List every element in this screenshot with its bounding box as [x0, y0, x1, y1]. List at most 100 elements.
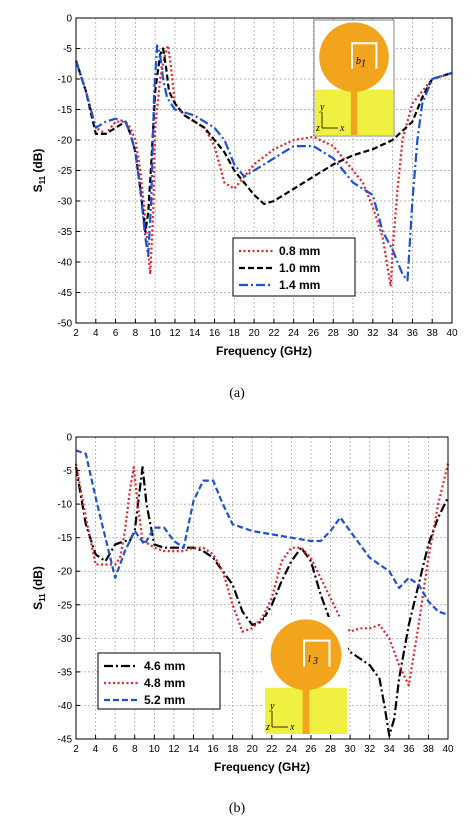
series-line-5.2-mm [75, 449, 449, 616]
circular-patch [319, 22, 389, 92]
x-tick-label: 26 [308, 328, 320, 339]
x-tick-label: 6 [112, 744, 118, 755]
y-tick-label: -20 [58, 567, 73, 578]
y-tick-label: -25 [58, 166, 73, 177]
inset-x-label: x [289, 722, 295, 733]
y-tick-label: -25 [58, 600, 73, 611]
x-tick-label: 26 [305, 744, 317, 755]
antenna-inset: l 3 yz x [264, 617, 348, 735]
x-tick-label: 12 [168, 744, 180, 755]
s11-chart-b: 2 4 6 8 10 12 14 16 18 20 22 24 26 28 30 32 34 36 38 400-5-… [31, 433, 454, 817]
x-tick-label: 32 [367, 328, 379, 339]
y-tick-label: -50 [58, 319, 73, 330]
x-tick-label: 14 [189, 328, 201, 339]
inset-y-label: y [319, 102, 325, 113]
x-tick-label: 24 [288, 328, 300, 339]
legend-label: 4.8 mm [144, 676, 185, 690]
y-tick-label: -30 [58, 197, 73, 208]
x-tick-label: 40 [442, 744, 454, 755]
legend-label: 0.8 mm [279, 244, 320, 258]
x-tick-label: 34 [384, 744, 396, 755]
x-tick-label: 2 [73, 744, 79, 755]
series-line-0.8-mm [74, 44, 453, 288]
x-tick-label: 22 [266, 744, 278, 755]
inset-y-label: y [269, 701, 275, 712]
circular-patch [270, 619, 342, 691]
x-tick-label: 22 [268, 328, 280, 339]
s11-chart-a: 2 4 6 8 10 12 14 16 18 20 22 24 26 28 30 32 34 36 38 400-5-… [31, 14, 458, 402]
inset-dimension-subscript: 3 [312, 656, 318, 667]
legend: 4.6 mm 4.8 mm 5.2 mm [97, 652, 221, 710]
x-tick-label: 8 [132, 744, 138, 755]
y-tick-label: -20 [58, 136, 73, 147]
x-tick-label: 4 [93, 744, 99, 755]
antenna-inset: b 1 yz x [313, 19, 395, 137]
y-tick-label: -45 [58, 735, 73, 746]
figure-caption: (a) [229, 386, 245, 401]
inset-dimension-label: l [308, 654, 311, 665]
y-tick-label: -45 [58, 288, 73, 299]
x-tick-label: 8 [133, 328, 139, 339]
y-tick-label: 0 [66, 433, 72, 444]
x-tick-label: 40 [446, 328, 458, 339]
x-tick-label: 16 [209, 328, 221, 339]
slot-outline [303, 639, 331, 667]
y-tick-label: 0 [66, 14, 72, 25]
y-tick-label: -40 [58, 258, 73, 269]
x-tick-label: 4 [93, 328, 99, 339]
x-tick-label: 14 [188, 744, 200, 755]
grid-lines [76, 18, 452, 323]
y-tick-label: -15 [58, 533, 73, 544]
figure-caption: (b) [229, 801, 246, 816]
x-tick-label: 16 [207, 744, 219, 755]
x-tick-label: 20 [247, 744, 259, 755]
legend-label: 5.2 mm [144, 693, 185, 707]
inset-z-label: z [315, 123, 320, 134]
legend-label: 1.0 mm [279, 261, 320, 275]
x-tick-label: 30 [347, 328, 359, 339]
x-tick-label: 38 [423, 744, 435, 755]
y-tick-label: -5 [63, 466, 72, 477]
y-tick-label: -35 [58, 227, 73, 238]
figure-panel-b: 2 4 6 8 10 12 14 16 18 20 22 24 26 28 30 32 34 36 38 40 0 -5-… [0, 415, 474, 823]
x-axis-title: Frequency (GHz) [216, 344, 312, 358]
y-tick-label: -10 [58, 500, 73, 511]
feed-line [302, 670, 310, 734]
y-tick-label: -40 [58, 701, 73, 712]
x-tick-label: 36 [407, 328, 419, 339]
legend-label: 4.6 mm [144, 659, 185, 673]
x-tick-label: 10 [150, 328, 162, 339]
series-line-4.8-mm [74, 463, 450, 687]
x-tick-label: 12 [169, 328, 181, 339]
x-tick-label: 24 [286, 744, 298, 755]
slot-outline [351, 42, 378, 69]
inset-z-label: z [265, 722, 270, 733]
x-tick-label: 34 [387, 328, 399, 339]
series-line-4.6-mm [74, 466, 449, 737]
x-tick-label: 18 [229, 328, 241, 339]
x-tick-label: 20 [249, 328, 261, 339]
x-tick-label: 28 [325, 744, 337, 755]
y-tick-label: -35 [58, 667, 73, 678]
x-tick-label: 30 [345, 744, 357, 755]
inset-dimension-subscript: 1 [361, 58, 366, 69]
inset-dimension-label: b [356, 56, 361, 67]
y-axis-title: S11 (dB) [31, 149, 47, 193]
x-tick-label: 32 [364, 744, 376, 755]
x-tick-label: 6 [113, 328, 119, 339]
plot-frame [75, 436, 449, 740]
feed-line [350, 72, 358, 135]
inset-x-label: x [339, 123, 345, 134]
y-tick-label: -30 [58, 634, 73, 645]
x-tick-label: 10 [149, 744, 161, 755]
x-tick-label: 18 [227, 744, 239, 755]
y-axis-title: S11 (dB) [31, 566, 47, 610]
x-tick-label: 2 [73, 328, 79, 339]
x-tick-label: 38 [427, 328, 439, 339]
y-tick-label: -15 [58, 105, 73, 116]
x-tick-label: 36 [403, 744, 415, 755]
x-axis-title: Frequency (GHz) [214, 760, 310, 774]
legend: 0.8 mm 1.0 mm 1.4 mm [232, 237, 356, 297]
y-tick-label: -5 [63, 44, 72, 55]
y-tick-label: -10 [58, 75, 73, 86]
